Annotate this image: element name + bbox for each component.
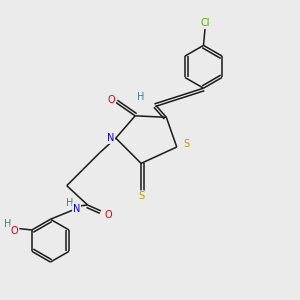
Text: O: O: [105, 210, 112, 220]
Text: S: S: [138, 191, 144, 201]
Text: H: H: [4, 219, 12, 229]
Text: O: O: [107, 95, 115, 105]
Text: O: O: [11, 226, 19, 236]
Text: N: N: [107, 133, 114, 143]
Text: H: H: [66, 198, 74, 208]
Text: S: S: [183, 139, 189, 149]
Text: N: N: [73, 204, 80, 214]
Text: Cl: Cl: [200, 18, 210, 28]
Text: H: H: [137, 92, 145, 101]
